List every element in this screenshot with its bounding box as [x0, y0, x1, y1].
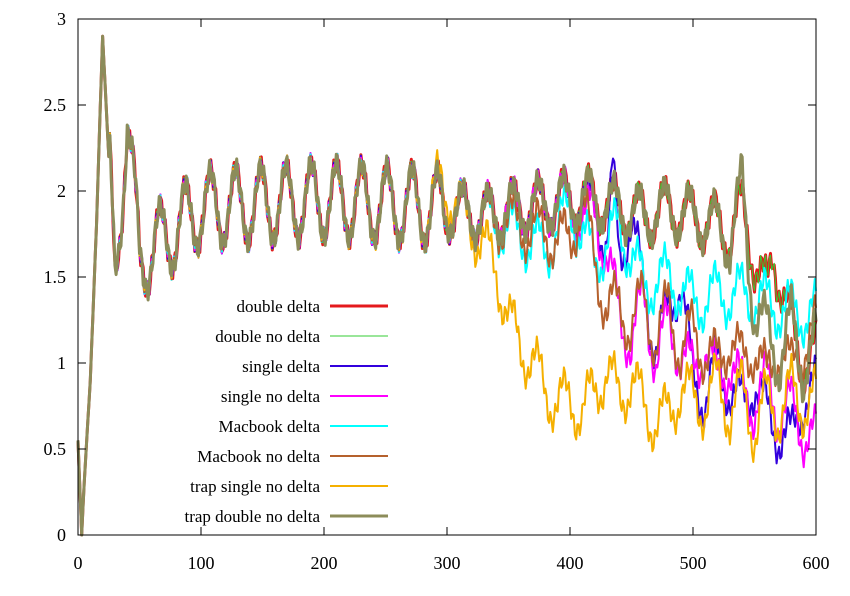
series-layer — [76, 34, 818, 537]
y-tick-label: 1.5 — [44, 267, 67, 287]
legend-label: trap single no delta — [190, 477, 320, 496]
series-line-single-no-delta — [77, 35, 817, 536]
series-line-double-no-delta — [77, 35, 817, 536]
legend-label: trap double no delta — [185, 507, 321, 526]
x-tick-label: 600 — [803, 553, 830, 573]
y-tick-label: 2.5 — [44, 95, 67, 115]
x-tick-label: 100 — [188, 553, 215, 573]
legend-label: double no delta — [215, 327, 320, 346]
plot-frame — [77, 18, 817, 536]
y-tick-label: 0 — [57, 525, 66, 545]
series-line-trap-double-no-delta — [76, 34, 818, 537]
series-line-double-delta — [76, 34, 818, 537]
y-tick-label: 1 — [57, 353, 66, 373]
x-tick-label: 0 — [74, 553, 83, 573]
legend-label: Macbook no delta — [197, 447, 320, 466]
ticks-layer: 0 100 200 300 400 500 600 0 0.5 1 1.5 2 2.5 3 — [44, 9, 830, 573]
x-tick-label: 300 — [434, 553, 461, 573]
y-tick-label: 0.5 — [44, 439, 67, 459]
series-line-macbook-delta — [77, 35, 817, 536]
y-tick-label: 3 — [57, 9, 66, 29]
x-tick-label: 400 — [557, 553, 584, 573]
legend: double delta double no delta single delta s… — [185, 297, 388, 526]
series-line-macbook-no-delta — [77, 35, 817, 536]
series-line-single-delta — [77, 35, 817, 536]
x-tick-label: 200 — [311, 553, 338, 573]
series-line-trap-single-no-delta — [77, 35, 817, 536]
legend-label: single delta — [242, 357, 320, 376]
legend-label: single no delta — [221, 387, 321, 406]
y-tick-label: 2 — [57, 181, 66, 201]
legend-label: double delta — [236, 297, 320, 316]
x-tick-label: 500 — [680, 553, 707, 573]
legend-label: Macbook delta — [219, 417, 321, 436]
